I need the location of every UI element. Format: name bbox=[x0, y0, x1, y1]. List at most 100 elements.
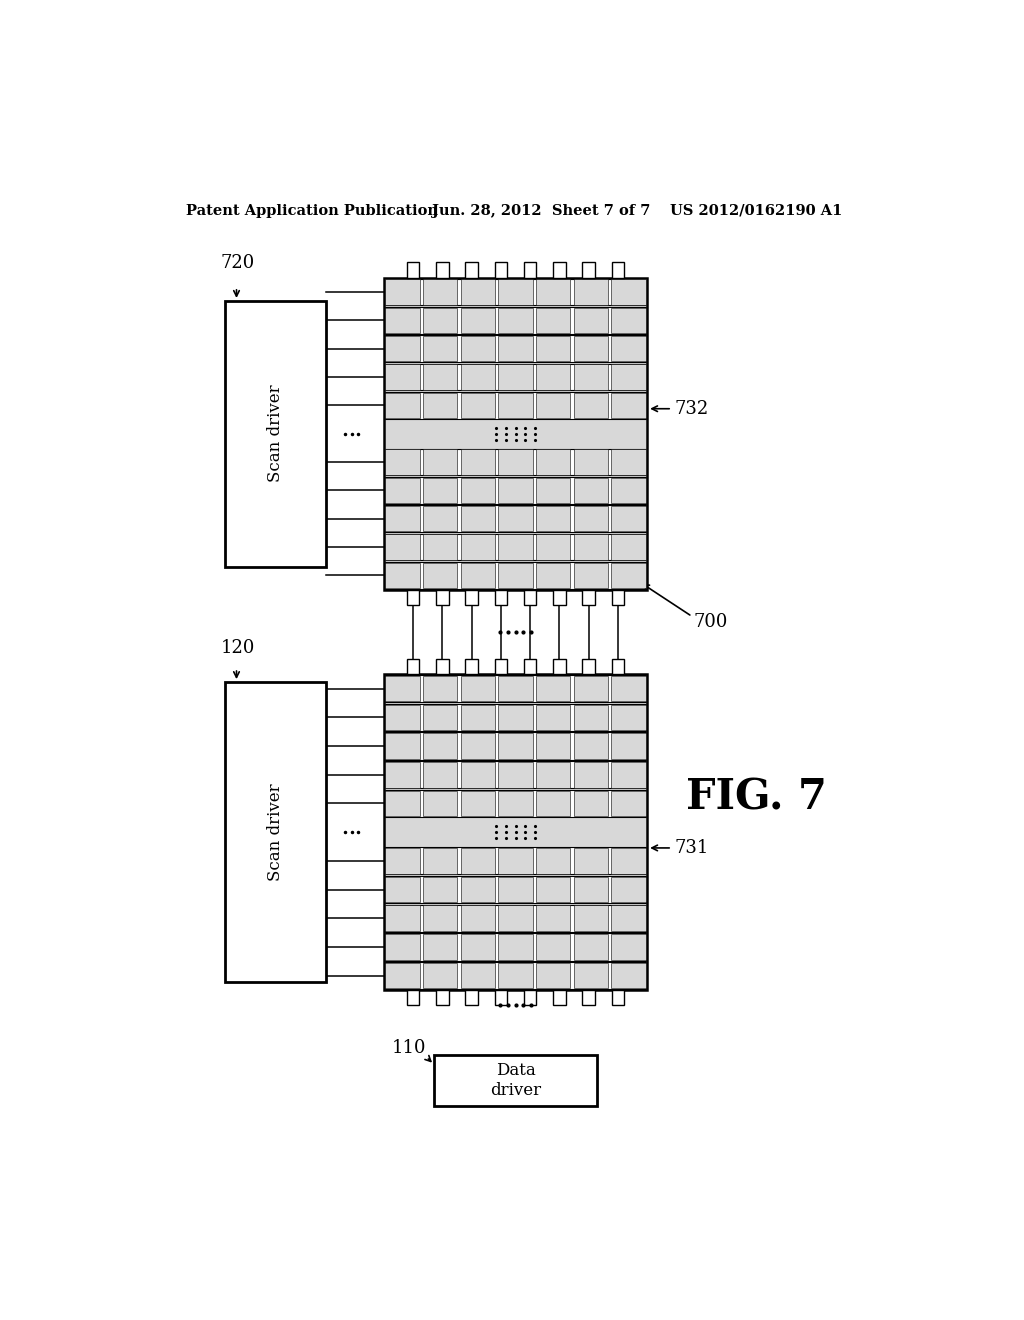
Bar bbox=[436, 590, 449, 605]
Bar bbox=[385, 704, 646, 731]
Bar bbox=[385, 449, 646, 475]
Bar bbox=[573, 308, 608, 333]
Bar bbox=[536, 847, 570, 874]
Bar bbox=[536, 506, 570, 532]
Bar bbox=[225, 301, 326, 566]
Bar bbox=[499, 535, 532, 560]
Bar bbox=[423, 478, 458, 503]
Bar bbox=[611, 876, 646, 903]
Bar bbox=[499, 962, 532, 989]
Bar bbox=[611, 990, 625, 1006]
Bar bbox=[461, 337, 496, 362]
Bar bbox=[461, 791, 496, 816]
Bar bbox=[436, 659, 449, 675]
Bar bbox=[611, 280, 646, 305]
Bar bbox=[385, 876, 420, 903]
Bar bbox=[536, 337, 570, 362]
Bar bbox=[385, 705, 420, 730]
Bar bbox=[583, 990, 595, 1006]
Bar bbox=[423, 392, 458, 418]
Bar bbox=[536, 876, 570, 903]
Bar bbox=[385, 506, 646, 532]
Bar bbox=[611, 791, 646, 816]
Bar bbox=[465, 659, 478, 675]
Text: FIG. 7: FIG. 7 bbox=[686, 776, 826, 818]
Text: Patent Application Publication: Patent Application Publication bbox=[186, 203, 438, 218]
Bar bbox=[573, 676, 608, 701]
Bar bbox=[423, 876, 458, 903]
Bar bbox=[573, 337, 608, 362]
Bar bbox=[499, 562, 532, 589]
Bar bbox=[385, 876, 646, 903]
Bar bbox=[611, 935, 646, 960]
Bar bbox=[553, 590, 565, 605]
Bar bbox=[536, 364, 570, 389]
Bar bbox=[611, 562, 646, 589]
Bar bbox=[465, 263, 478, 277]
Bar bbox=[573, 449, 608, 475]
Bar bbox=[536, 535, 570, 560]
Bar bbox=[495, 263, 507, 277]
Text: 720: 720 bbox=[221, 253, 255, 272]
Bar bbox=[385, 791, 420, 816]
Bar bbox=[423, 847, 458, 874]
Bar bbox=[461, 847, 496, 874]
Bar bbox=[499, 762, 532, 788]
Bar bbox=[385, 533, 646, 561]
Bar bbox=[385, 449, 420, 475]
Bar bbox=[423, 364, 458, 389]
Bar bbox=[524, 990, 537, 1006]
Bar bbox=[573, 935, 608, 960]
Bar bbox=[461, 280, 496, 305]
Bar bbox=[611, 906, 646, 931]
Bar bbox=[385, 306, 646, 334]
Bar bbox=[611, 659, 625, 675]
Bar bbox=[461, 762, 496, 788]
Bar bbox=[385, 392, 420, 418]
Bar bbox=[573, 847, 608, 874]
Bar bbox=[461, 733, 496, 759]
Bar bbox=[385, 364, 420, 389]
Bar bbox=[385, 506, 420, 532]
Bar bbox=[536, 791, 570, 816]
Bar bbox=[553, 659, 565, 675]
Bar bbox=[385, 906, 420, 931]
Bar bbox=[385, 935, 420, 960]
Bar bbox=[385, 477, 646, 504]
Bar bbox=[499, 876, 532, 903]
Bar bbox=[499, 906, 532, 931]
Text: Scan driver: Scan driver bbox=[266, 385, 284, 483]
Text: 732: 732 bbox=[675, 400, 709, 417]
Bar bbox=[573, 705, 608, 730]
Bar bbox=[385, 762, 420, 788]
Text: 700: 700 bbox=[693, 612, 728, 631]
Bar bbox=[461, 535, 496, 560]
Bar bbox=[536, 392, 570, 418]
Bar bbox=[423, 935, 458, 960]
Bar bbox=[611, 337, 646, 362]
Bar bbox=[423, 791, 458, 816]
Text: Data
driver: Data driver bbox=[489, 1063, 541, 1098]
Bar bbox=[461, 364, 496, 389]
Bar bbox=[573, 962, 608, 989]
Bar bbox=[536, 705, 570, 730]
Bar bbox=[436, 990, 449, 1006]
Bar bbox=[385, 847, 420, 874]
Bar bbox=[384, 675, 647, 990]
Bar bbox=[573, 906, 608, 931]
Bar bbox=[461, 478, 496, 503]
Bar bbox=[499, 847, 532, 874]
Bar bbox=[573, 762, 608, 788]
Bar bbox=[499, 935, 532, 960]
Bar bbox=[385, 562, 646, 589]
Bar bbox=[423, 280, 458, 305]
Bar bbox=[573, 733, 608, 759]
Bar bbox=[611, 535, 646, 560]
Bar bbox=[461, 705, 496, 730]
Bar bbox=[423, 676, 458, 701]
Bar bbox=[461, 308, 496, 333]
Bar bbox=[423, 308, 458, 333]
Bar bbox=[611, 506, 646, 532]
Bar bbox=[495, 659, 507, 675]
Bar bbox=[225, 682, 326, 982]
